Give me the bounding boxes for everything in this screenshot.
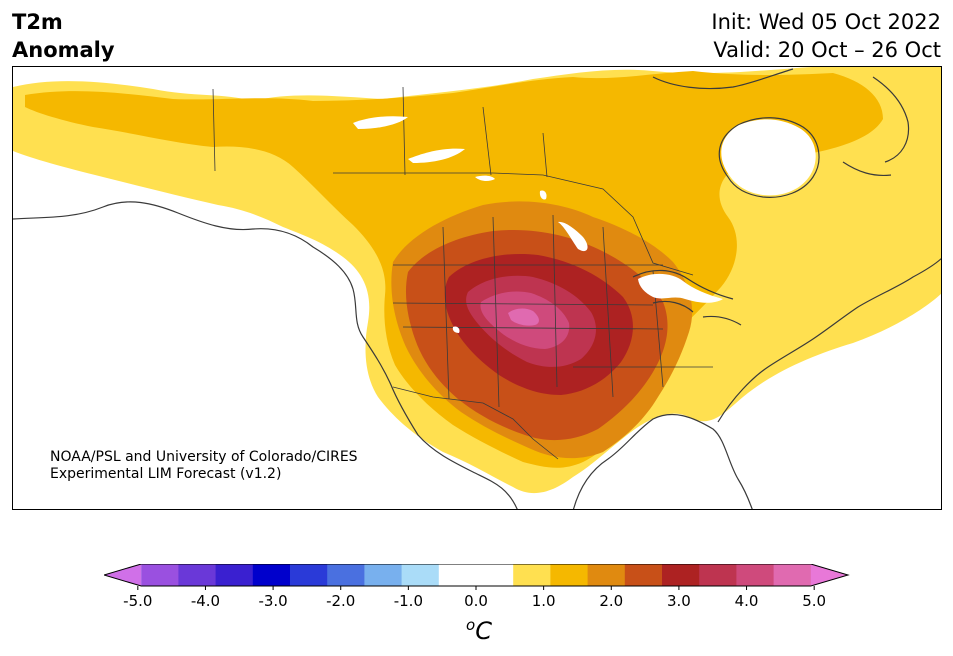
lake-great-slave [353,116,408,129]
colorbar-tick-label: -3.0 [258,592,287,610]
colorbar-outline [104,564,850,587]
lake-athabasca [408,148,465,163]
colorbar-cell [587,564,626,586]
colorbar-tick-label: 2.0 [599,592,623,610]
colorbar-tick-label: 3.0 [667,592,691,610]
anomaly-map: NOAA/PSL and University of Colorado/CIRE… [12,66,942,510]
colorbar-cell [513,564,551,586]
colorbar-tick-label: -2.0 [326,592,355,610]
colorbar-unit: oC [459,616,499,645]
map-title: T2m Anomaly [12,8,115,64]
north-america-coast [13,201,941,509]
political-borders [212,86,713,460]
title-line-1: T2m [12,10,63,34]
init-date: Init: Wed 05 Oct 2022 [711,10,941,34]
colorbar-cell [401,564,440,586]
great-lakes-water [638,273,723,303]
credit-line-2: Experimental LIM Forecast (v1.2) [50,466,282,482]
colorbar-cell [290,564,328,586]
colorbar-cell [252,564,291,586]
title-line-2: Anomaly [12,38,115,62]
colorbar-tick-label: 0.0 [464,592,488,610]
hudson-bay-water [721,119,816,196]
colorbar-cell [736,564,775,586]
great-lakes [632,269,742,326]
colorbar-tick-label: -4.0 [191,592,220,610]
colorbar-cell [215,564,254,586]
colorbar-cell [550,564,589,586]
colorbar-cell [662,564,700,586]
colorbar-tick-label: -5.0 [123,592,152,610]
credit-text: NOAA/PSL and University of Colorado/CIRE… [50,449,358,483]
colorbar-cell [773,564,812,586]
colorbar: -5.0 -4.0 -3.0 -2.0 -1.0 0.0 1.0 2.0 3.0 4.0 5.0 [104,564,850,610]
colorbar-cell [104,564,142,586]
colorbar-tick-label: 5.0 [802,592,826,610]
lake-patch [475,175,495,182]
lakes [353,116,816,333]
colorbar-cell [438,564,477,586]
colorbar-unit-degree: o [466,616,476,634]
state-lines [392,214,713,408]
colorbar-cell [327,564,365,586]
anomaly-contours [13,67,941,494]
valid-period: Valid: 20 Oct – 26 Oct [713,38,941,62]
colorbar-cell [364,564,403,586]
hudson-bay [718,117,820,198]
colorbar-cell [476,564,514,586]
colorbar-tick-label: 4.0 [735,592,759,610]
colorbar-tick-label: 1.0 [532,592,556,610]
colorbar-cell [810,564,848,586]
credit-line-1: NOAA/PSL and University of Colorado/CIRE… [50,449,358,465]
coastlines [13,68,941,509]
us-mexico-border [392,386,559,460]
great-salt-lake [452,326,460,333]
colorbar-unit-letter: C [475,617,492,645]
canada-us-border [333,172,694,276]
colorbar-cell [178,564,217,586]
forecast-dates: Init: Wed 05 Oct 2022 Valid: 20 Oct – 26… [711,8,941,64]
colorbar-cell [141,564,179,586]
colorbar-cell [699,564,737,586]
colorbar-cells [104,564,850,587]
colorbar-tick-label: -1.0 [394,592,423,610]
lake-manitoba [539,190,547,200]
colorbar-cell [624,564,663,586]
colorbar-ticks: -5.0 -4.0 -3.0 -2.0 -1.0 0.0 1.0 2.0 3.0 4.0 5.0 [123,586,826,610]
contour-level-4.0 [508,308,539,326]
province-lines [212,86,548,178]
arctic-islands [652,68,910,177]
map-canvas [13,67,941,509]
lake-winnipeg [558,221,588,252]
